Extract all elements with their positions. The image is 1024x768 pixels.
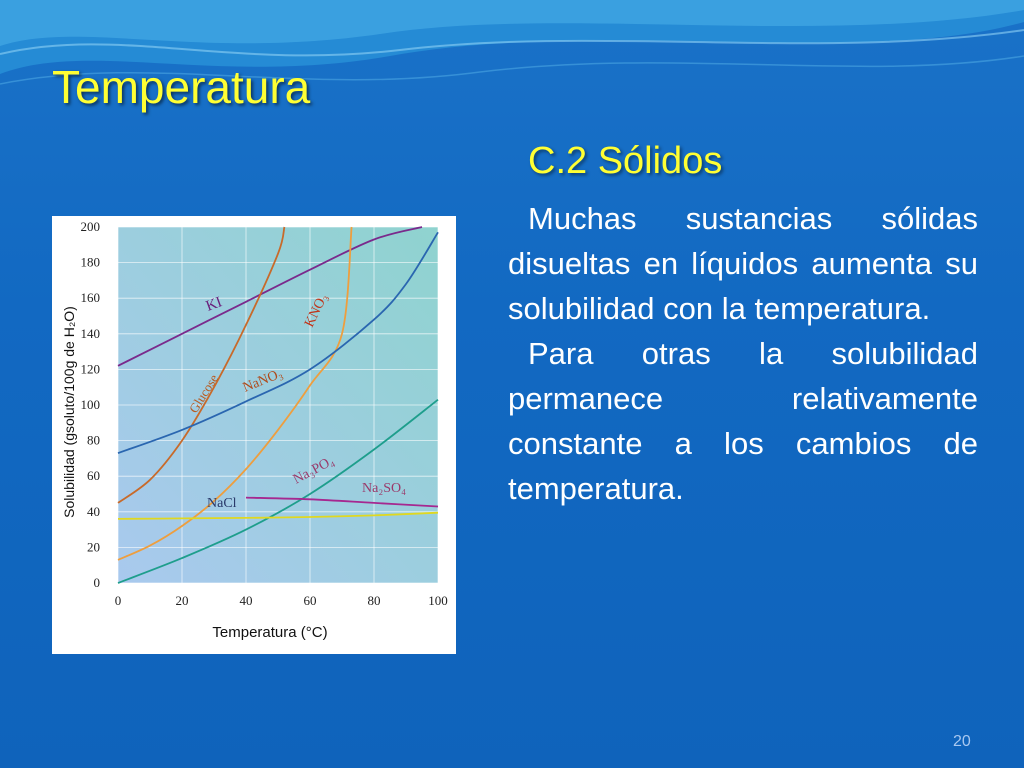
series-line-ki [117,226,423,367]
paragraph-1: Muchas sustancias sólidas disueltas en l… [508,201,978,326]
slide-subtitle: C.2 Sólidos [528,140,723,182]
series-line-napo [117,398,439,584]
x-tick-label: 40 [240,593,253,608]
series-line-glucose [117,226,286,504]
y-tick-label: 20 [87,539,100,554]
y-tick-label: 100 [81,397,101,412]
solubility-chart-svg: 0 20 40 60 80 100020406080100120140160180200 … [61,219,448,641]
series-lines [117,226,439,584]
solubility-chart: 0 20 40 60 80 100 0 20 40 60 80 100 120 140 160 180 200 … [52,216,456,654]
x-tick-label: 0 [115,593,122,608]
page-number: 20 [953,733,971,750]
x-axis-title: Temperatura (°C) [212,624,327,641]
x-tick-label: 80 [368,593,381,608]
label-na2so4: Na₂SO₄ [362,481,406,496]
y-tick-label: 120 [81,361,101,376]
tick-labels: 0 20 40 60 80 100 0 20 40 60 80 100 120 140 160 180 200 [81,219,448,608]
grid [117,226,439,584]
x-tick-label: 60 [304,593,317,608]
y-tick-label: 80 [87,433,100,448]
label-ki: KI [204,294,224,314]
slide-title: Temperatura [52,61,311,113]
series-line-naso [245,496,439,508]
y-tick-label: 140 [81,326,101,341]
x-tick-label: 100 [428,593,448,608]
y-axis-title: Solubilidad (gsoluto/100g de H₂O) [61,306,77,518]
y-tick-label: 200 [81,219,101,234]
series-line-nano [117,231,439,454]
header-wave-decoration [0,0,1024,85]
paragraph-2: Para otras la solubilidad permanece rela… [508,336,978,506]
y-tick-label: 60 [87,468,100,483]
y-tick-label: 40 [87,504,100,519]
series-line-kno [117,226,353,561]
series-line-nacl [117,511,439,520]
y-tick-label: 0 [94,575,101,590]
y-tick-label: 180 [81,255,101,270]
x-tick-label: 20 [176,593,189,608]
label-nacl: NaCl [207,496,237,511]
body-text: Muchas sustancias sólidas disueltas en l… [508,196,978,511]
y-tick-label: 160 [81,290,101,305]
